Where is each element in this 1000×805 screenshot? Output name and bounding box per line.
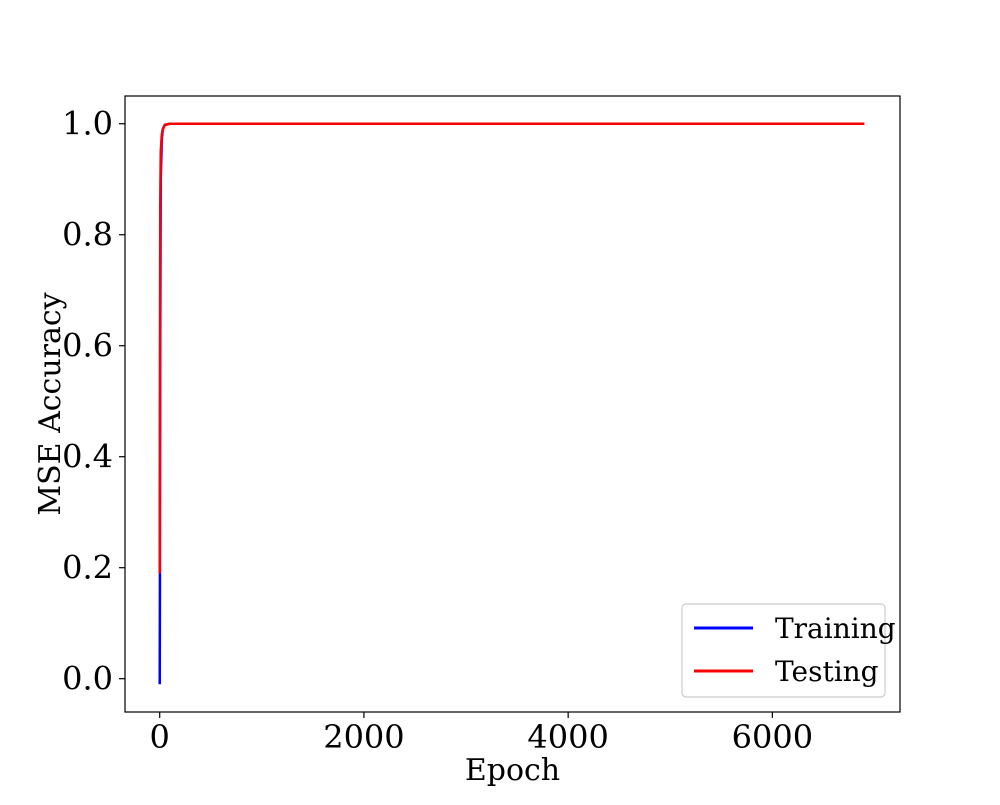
x-axis-label: Epoch <box>465 753 560 788</box>
series-line-training <box>158 122 865 685</box>
y-axis-ticks: 0.0 0.2 0.4 0.6 0.8 1.0 <box>62 105 125 698</box>
y-tick-label: 0.8 <box>62 216 113 254</box>
axes-frame <box>124 95 901 713</box>
series-line-testing <box>158 122 865 574</box>
y-tick-label: 1.0 <box>62 105 113 143</box>
y-tick-label: 0.6 <box>62 327 113 365</box>
y-axis-label: MSE Accuracy <box>33 292 68 515</box>
legend-label-testing: Testing <box>775 655 879 688</box>
x-tick-label: 0 <box>150 718 170 756</box>
series-layer <box>158 122 865 685</box>
y-tick-label: 0.4 <box>62 438 113 476</box>
x-tick-label: 6000 <box>732 718 813 756</box>
y-tick-label: 0.2 <box>62 549 113 587</box>
legend-label-training: Training <box>775 612 896 645</box>
legend: Training Testing <box>681 603 896 698</box>
x-axis-ticks: 0 2000 4000 6000 <box>150 712 813 756</box>
x-tick-label: 4000 <box>527 718 608 756</box>
y-tick-label: 0.0 <box>62 660 113 698</box>
x-tick-label: 2000 <box>323 718 404 756</box>
